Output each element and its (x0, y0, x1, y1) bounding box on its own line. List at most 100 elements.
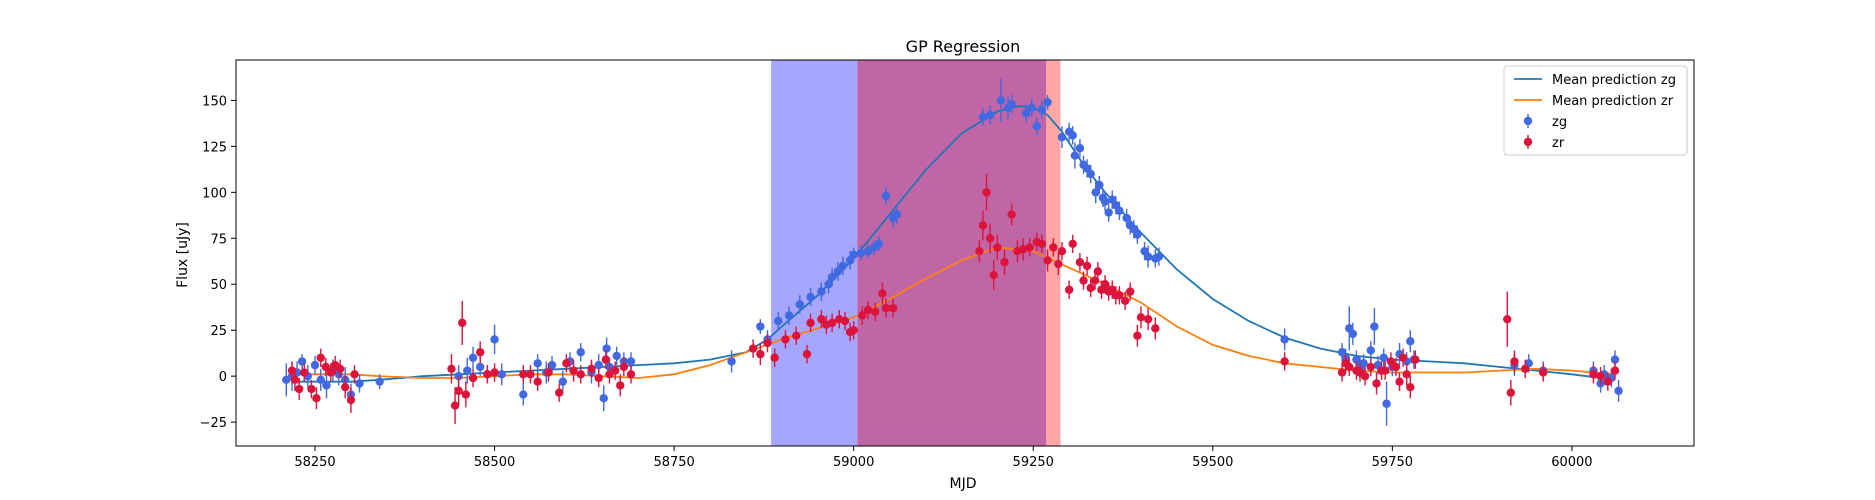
point-zg-65 (1037, 105, 1047, 114)
point-zg-50 (856, 248, 866, 258)
point-zr-95 (1143, 314, 1153, 324)
point-zr-84 (1093, 267, 1103, 276)
point-zr-18 (461, 390, 471, 399)
point-zg-95 (1348, 329, 1358, 339)
point-zg-41 (795, 300, 805, 309)
point-zg-56 (892, 210, 901, 219)
point-zg-74 (1086, 169, 1095, 179)
point-zr-6 (316, 353, 325, 362)
y-tick-label--25: −25 (200, 416, 227, 431)
point-zr-39 (748, 344, 758, 353)
point-zr-94 (1136, 313, 1146, 322)
x-tick-label-58750: 58750 (653, 455, 694, 470)
point-zg-16 (468, 353, 478, 362)
point-zr-26 (544, 368, 553, 377)
point-zr-41 (763, 338, 772, 348)
x-tick-label-60000: 60000 (1551, 455, 1592, 470)
point-zg-25 (558, 377, 567, 386)
point-zr-45 (802, 349, 812, 359)
point-zr-66 (1000, 257, 1009, 267)
x-tick-label-58250: 58250 (294, 455, 335, 470)
point-zr-78 (1068, 239, 1077, 249)
x-axis-label: MJD (950, 476, 977, 492)
point-zr-65 (993, 243, 1002, 252)
point-zg-83 (1122, 213, 1131, 223)
point-zr-86 (1100, 280, 1110, 289)
point-zg-20 (497, 370, 506, 379)
point-zr-96 (1151, 324, 1160, 333)
point-zr-122 (1603, 377, 1613, 386)
point-zr-35 (611, 366, 620, 375)
legend-marker-zg (1523, 116, 1533, 126)
point-zr-59 (888, 303, 898, 313)
point-zr-32 (594, 373, 603, 383)
point-zg-79 (1104, 208, 1113, 217)
point-zg-47 (838, 261, 848, 271)
point-zr-91 (1120, 296, 1130, 305)
y-tick-label-125: 125 (202, 140, 227, 155)
point-zr-103 (1360, 371, 1370, 381)
point-zr-31 (587, 364, 596, 373)
point-zg-35 (626, 357, 636, 366)
shaded-region-1 (771, 60, 858, 446)
point-zg-96 (1352, 355, 1361, 364)
point-zr-0 (287, 366, 297, 375)
point-zr-13 (350, 370, 359, 379)
point-zg-61 (1007, 99, 1016, 109)
point-zr-112 (1402, 370, 1411, 379)
point-zr-79 (1075, 257, 1085, 267)
point-zg-117 (1614, 386, 1623, 396)
point-zr-1 (290, 375, 300, 385)
point-zr-14 (447, 364, 456, 373)
point-zr-118 (1521, 364, 1530, 373)
point-zg-53 (874, 239, 884, 249)
point-zr-25 (533, 377, 542, 386)
point-zr-58 (881, 303, 891, 313)
point-zr-104 (1366, 362, 1375, 372)
point-zg-17 (475, 362, 485, 372)
chart-title: GP Regression (906, 37, 1021, 56)
point-zr-121 (1596, 371, 1605, 381)
legend-label-mean-prediction-zg: Mean prediction zg (1552, 73, 1676, 88)
point-zr-22 (490, 368, 499, 377)
point-zg-54 (881, 191, 891, 201)
point-zr-69 (1018, 245, 1028, 254)
axes-frame (235, 59, 1695, 447)
y-tick-label-50: 50 (210, 278, 227, 293)
point-zr-123 (1610, 366, 1620, 375)
point-zr-108 (1386, 357, 1396, 366)
point-zg-71 (1075, 144, 1085, 153)
point-zr-107 (1380, 366, 1390, 375)
point-zg-24 (547, 360, 557, 370)
point-zg-59 (996, 96, 1006, 105)
point-zr-82 (1086, 283, 1095, 293)
y-tick-label-150: 150 (202, 94, 227, 109)
point-zg-91 (1280, 335, 1289, 344)
point-zr-2 (295, 384, 304, 394)
point-zr-4 (307, 384, 316, 394)
y-tick-label-25: 25 (210, 324, 227, 339)
point-zg-3 (297, 357, 307, 366)
point-zg-88 (1143, 252, 1153, 261)
point-zg-103 (1382, 399, 1391, 408)
legend: Mean prediction zg Mean prediction zr zg zr (1503, 65, 1688, 156)
point-zr-76 (1057, 246, 1067, 256)
point-zr-5 (312, 394, 321, 403)
point-zr-37 (619, 362, 629, 372)
point-zg-29 (594, 360, 603, 370)
point-zr-100 (1345, 362, 1354, 372)
x-tick-label-59000: 59000 (833, 455, 874, 470)
point-zr-62 (982, 188, 991, 197)
point-zr-114 (1411, 355, 1420, 364)
point-zr-60 (975, 246, 984, 256)
point-zg-46 (833, 267, 843, 276)
legend-label-zr: zr (1552, 136, 1565, 151)
series-zg (282, 78, 1623, 426)
x-tick-label-59750: 59750 (1372, 455, 1413, 470)
point-zr-17 (458, 318, 467, 328)
point-zg-100 (1370, 322, 1379, 331)
point-zr-110 (1395, 377, 1404, 386)
point-zr-20 (475, 348, 485, 357)
point-zr-73 (1043, 256, 1052, 265)
